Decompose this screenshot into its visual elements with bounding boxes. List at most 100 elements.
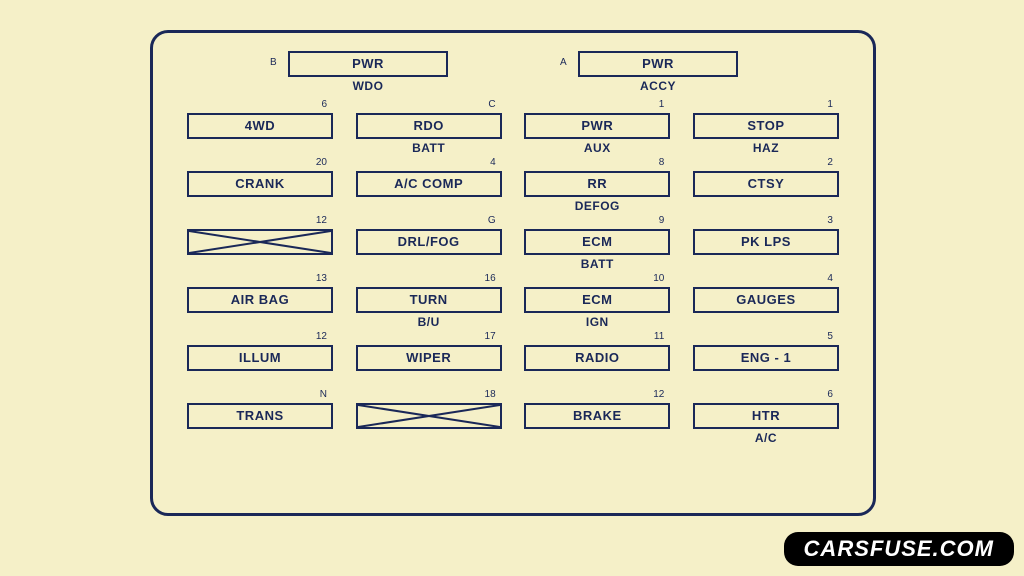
fuse-box: DRL/FOG: [356, 229, 502, 255]
top-row: B PWR WDO A PWR ACCY: [187, 51, 839, 93]
slot-tag: 12: [316, 215, 327, 226]
slot-tag: 1: [827, 99, 833, 110]
fuse-slot: 1STOPHAZ: [693, 113, 839, 155]
slot-tag: 12: [316, 331, 327, 342]
fuse-sublabel: [693, 315, 839, 329]
fuse-row: 12ILLUM17WIPER11RADIO5ENG - 1: [187, 345, 839, 387]
slot-tag: 13: [316, 273, 327, 284]
fuse-slot: B PWR WDO: [288, 51, 448, 93]
fuse-sublabel: [187, 257, 333, 271]
fuse-box: HTR: [693, 403, 839, 429]
fuse-sublabel: HAZ: [693, 141, 839, 155]
fuse-slot: 11RADIO: [524, 345, 670, 387]
fuse-box: RR: [524, 171, 670, 197]
slot-tag: 1: [659, 99, 665, 110]
fuse-row: 64WDCRDOBATT1PWRAUX1STOPHAZ: [187, 113, 839, 155]
fuse-box: TRANS: [187, 403, 333, 429]
fuse-box: RADIO: [524, 345, 670, 371]
fuse-sublabel: [356, 257, 502, 271]
fuse-sublabel: [693, 373, 839, 387]
fuse-sublabel: ACCY: [578, 79, 738, 93]
fuse-slot: GDRL/FOG: [356, 229, 502, 271]
fuse-slot: 12: [187, 229, 333, 271]
fuse-box-unused: [356, 403, 502, 429]
fuse-box: WIPER: [356, 345, 502, 371]
slot-tag: 11: [654, 331, 664, 342]
slot-tag: 20: [316, 157, 327, 168]
fuse-box: ENG - 1: [693, 345, 839, 371]
fuse-slot: 6HTRA/C: [693, 403, 839, 445]
fuse-box: ILLUM: [187, 345, 333, 371]
fuse-box: PWR: [288, 51, 448, 77]
slot-tag: 6: [827, 389, 833, 400]
fuse-sublabel: [187, 373, 333, 387]
fuse-sublabel: [187, 315, 333, 329]
fuse-sublabel: [356, 431, 502, 445]
fuse-slot: 64WD: [187, 113, 333, 155]
slot-tag: 2: [827, 157, 833, 168]
fuse-box: PK LPS: [693, 229, 839, 255]
fuse-box-unused: [187, 229, 333, 255]
fuse-slot: A PWR ACCY: [578, 51, 738, 93]
slot-tag: 4: [827, 273, 833, 284]
fuse-sublabel: BATT: [356, 141, 502, 155]
fuse-slot: 13AIR BAG: [187, 287, 333, 329]
fuse-sublabel: [524, 431, 670, 445]
slot-tag: N: [320, 389, 327, 400]
fuse-slot: 1PWRAUX: [524, 113, 670, 155]
fuse-box: PWR: [524, 113, 670, 139]
slot-tag: B: [270, 57, 277, 68]
fuse-slot: 9ECMBATT: [524, 229, 670, 271]
fuse-slot: 16TURNB/U: [356, 287, 502, 329]
fuse-sublabel: [693, 199, 839, 213]
slot-tag: 4: [490, 157, 496, 168]
fuse-slot: 8RRDEFOG: [524, 171, 670, 213]
cross-icon: [189, 231, 331, 253]
fuse-slot: NTRANS: [187, 403, 333, 445]
fuse-row: 12GDRL/FOG9ECMBATT3PK LPS: [187, 229, 839, 271]
fuse-sublabel: [693, 257, 839, 271]
fuse-sublabel: A/C: [693, 431, 839, 445]
slot-tag: 6: [321, 99, 327, 110]
fuse-row: 13AIR BAG16TURNB/U10ECMIGN4GAUGES: [187, 287, 839, 329]
slot-tag: 8: [659, 157, 665, 168]
slot-tag: 12: [653, 389, 664, 400]
slot-tag: 16: [485, 273, 496, 284]
fuse-slot: 20CRANK: [187, 171, 333, 213]
fuse-sublabel: [187, 199, 333, 213]
fuse-slot: 5ENG - 1: [693, 345, 839, 387]
fuse-box: STOP: [693, 113, 839, 139]
fuse-slot: 4A/C COMP: [356, 171, 502, 213]
fuse-box: ECM: [524, 229, 670, 255]
slot-tag: A: [560, 57, 567, 68]
slot-tag: 10: [653, 273, 664, 284]
slot-tag: 3: [827, 215, 833, 226]
fuse-sublabel: [524, 373, 670, 387]
slot-tag: 18: [485, 389, 496, 400]
fuse-slot: 12BRAKE: [524, 403, 670, 445]
fuse-diagram-panel: B PWR WDO A PWR ACCY 64WDCRDOBATT1PWRAUX…: [150, 30, 876, 516]
fuse-slot: 17WIPER: [356, 345, 502, 387]
fuse-box: 4WD: [187, 113, 333, 139]
body-rows: 64WDCRDOBATT1PWRAUX1STOPHAZ20CRANK4A/C C…: [187, 113, 839, 445]
fuse-row: 20CRANK4A/C COMP8RRDEFOG2CTSY: [187, 171, 839, 213]
fuse-box: ECM: [524, 287, 670, 313]
slot-tag: G: [488, 215, 496, 226]
fuse-box: PWR: [578, 51, 738, 77]
fuse-sublabel: [187, 431, 333, 445]
fuse-slot: 18: [356, 403, 502, 445]
fuse-box: TURN: [356, 287, 502, 313]
fuse-grid: B PWR WDO A PWR ACCY 64WDCRDOBATT1PWRAUX…: [187, 51, 839, 445]
fuse-sublabel: BATT: [524, 257, 670, 271]
fuse-sublabel: WDO: [288, 79, 448, 93]
fuse-row: NTRANS1812BRAKE6HTRA/C: [187, 403, 839, 445]
fuse-sublabel: IGN: [524, 315, 670, 329]
fuse-slot: 3PK LPS: [693, 229, 839, 271]
fuse-box: RDO: [356, 113, 502, 139]
fuse-box: BRAKE: [524, 403, 670, 429]
slot-tag: 9: [659, 215, 665, 226]
fuse-slot: 10ECMIGN: [524, 287, 670, 329]
slot-tag: 5: [827, 331, 833, 342]
watermark: CarsFuse.com: [784, 532, 1014, 566]
slot-tag: C: [488, 99, 495, 110]
